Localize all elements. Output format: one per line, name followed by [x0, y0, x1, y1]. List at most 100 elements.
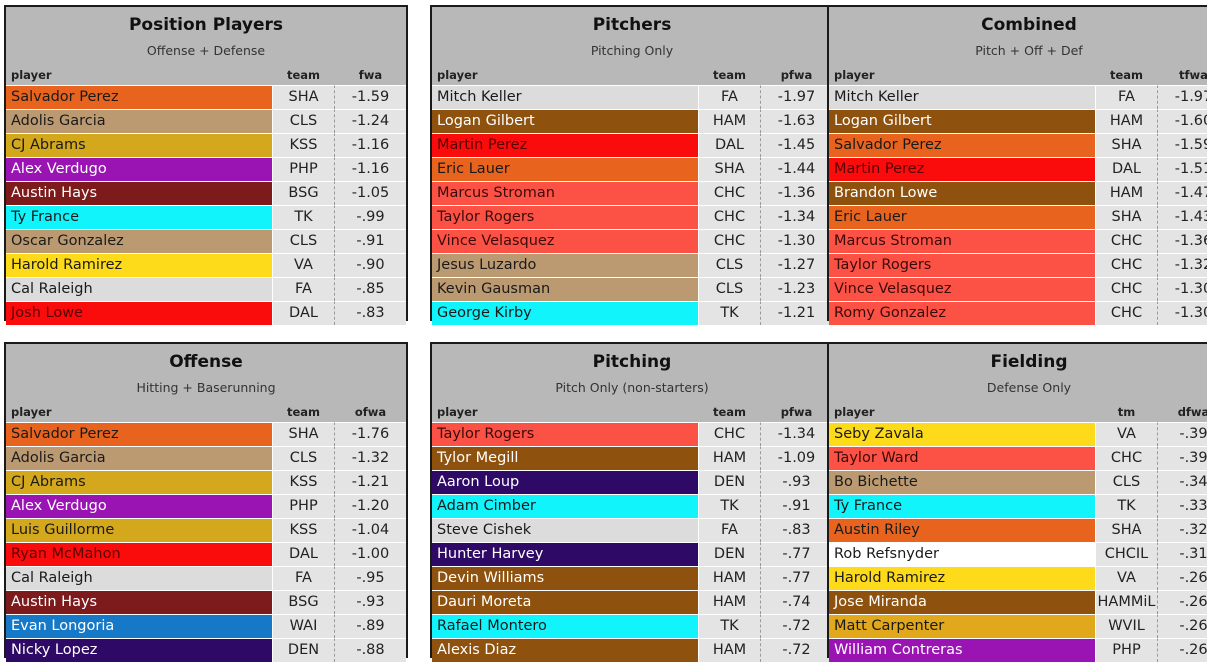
table-row: Cal Raleigh FA -.95 [6, 566, 406, 590]
value-cell: -1.59 [335, 85, 406, 109]
table-row: Jose Miranda HAMMiL -.26 [829, 590, 1207, 614]
value-cell: -.34 [1158, 470, 1207, 494]
panel-title: Pitching [592, 352, 672, 372]
player-name: Logan Gilbert [432, 109, 698, 133]
value-cell: -1.21 [335, 470, 406, 494]
player-name: Jesus Luzardo [432, 253, 698, 277]
player-name: Brandon Lowe [829, 181, 1095, 205]
team-cell: KSS [272, 133, 335, 157]
value-cell: -.93 [335, 590, 406, 614]
player-name: CJ Abrams [6, 133, 272, 157]
player-name: Taylor Rogers [829, 253, 1095, 277]
value-cell: -.88 [335, 638, 406, 662]
column-header-player: player [11, 405, 52, 419]
team-cell: DAL [1095, 157, 1158, 181]
player-name: Marcus Stroman [829, 229, 1095, 253]
value-cell: -.39 [1158, 422, 1207, 446]
player-name: Austin Riley [829, 518, 1095, 542]
player-name: Mitch Keller [829, 85, 1095, 109]
team-cell: FA [1095, 85, 1158, 109]
value-cell: -1.30 [1158, 277, 1207, 301]
column-header-player: player [437, 405, 478, 419]
value-cell: -1.16 [335, 133, 406, 157]
table-row: Tylor Megill HAM -1.09 [432, 446, 832, 470]
value-cell: -1.51 [1158, 157, 1207, 181]
team-cell: FA [698, 85, 761, 109]
table-row: Salvador Perez SHA -1.76 [6, 422, 406, 446]
team-cell: CLS [698, 277, 761, 301]
team-cell: CHC [698, 181, 761, 205]
team-cell: TK [698, 494, 761, 518]
table-row: Austin Hays BSG -.93 [6, 590, 406, 614]
player-name: Jose Miranda [829, 590, 1095, 614]
column-header-player: player [834, 405, 875, 419]
value-cell: -.95 [335, 566, 406, 590]
table-row: Ty France TK -.99 [6, 205, 406, 229]
panel-subtitle: Pitch Only (non-starters) [555, 380, 709, 395]
table-row: Adam Cimber TK -.91 [432, 494, 832, 518]
table-row: Ty France TK -.33 [829, 494, 1207, 518]
table-row: Alex Verdugo PHP -1.16 [6, 157, 406, 181]
player-name: Matt Carpenter [829, 614, 1095, 638]
column-header-row: player team fwa [6, 63, 406, 85]
table-row: CJ Abrams KSS -1.16 [6, 133, 406, 157]
value-cell: -.72 [761, 614, 832, 638]
table-row: Oscar Gonzalez CLS -.91 [6, 229, 406, 253]
column-header-team: tm [1117, 405, 1136, 419]
team-cell: BSG [272, 590, 335, 614]
leaderboard-panel: Pitchers Pitching Only player team pfwa Mitch… [430, 5, 834, 325]
value-cell: -1.36 [761, 181, 832, 205]
player-name: Evan Longoria [6, 614, 272, 638]
team-cell: CHC [1095, 253, 1158, 277]
value-cell: -.99 [335, 205, 406, 229]
team-cell: TK [1095, 494, 1158, 518]
player-name: Nicky Lopez [6, 638, 272, 662]
value-cell: -1.97 [761, 85, 832, 109]
team-cell: KSS [272, 518, 335, 542]
value-cell: -.26 [1158, 566, 1207, 590]
player-name: Kevin Gausman [432, 277, 698, 301]
player-name: Martin Perez [432, 133, 698, 157]
value-cell: -1.76 [335, 422, 406, 446]
team-cell: HAM [698, 446, 761, 470]
player-name: Taylor Rogers [432, 205, 698, 229]
value-cell: -.90 [335, 253, 406, 277]
table-row: Evan Longoria WAI -.89 [6, 614, 406, 638]
team-cell: CHC [1095, 446, 1158, 470]
table-row: Seby Zavala VA -.39 [829, 422, 1207, 446]
team-cell: FA [272, 277, 335, 301]
value-cell: -.72 [761, 638, 832, 662]
table-row: Austin Riley SHA -.32 [829, 518, 1207, 542]
column-header-value: pfwa [780, 68, 813, 82]
column-header-value: pfwa [780, 405, 813, 419]
table-row: Aaron Loup DEN -.93 [432, 470, 832, 494]
team-cell: CHC [1095, 229, 1158, 253]
player-name: Mitch Keller [432, 85, 698, 109]
leaderboard-panel: Offense Hitting + Baserunning player team of… [4, 342, 408, 662]
table-row: Alexis Diaz HAM -.72 [432, 638, 832, 662]
value-cell: -1.34 [761, 422, 832, 446]
table-row: Adolis Garcia CLS -1.32 [6, 446, 406, 470]
table-row: Harold Ramirez VA -.26 [829, 566, 1207, 590]
player-name: Salvador Perez [6, 85, 272, 109]
team-cell: KSS [272, 470, 335, 494]
column-header-player: player [437, 68, 478, 82]
panel-subtitle: Pitching Only [590, 43, 674, 58]
value-cell: -1.20 [335, 494, 406, 518]
table-row: Matt Carpenter WVIL -.26 [829, 614, 1207, 638]
player-name: Hunter Harvey [432, 542, 698, 566]
player-name: Eric Lauer [829, 205, 1095, 229]
table-row: Eric Lauer SHA -1.44 [432, 157, 832, 181]
team-cell: CLS [698, 253, 761, 277]
team-cell: PHP [1095, 638, 1158, 662]
player-name: Adam Cimber [432, 494, 698, 518]
player-name: Josh Lowe [6, 301, 272, 325]
leaderboard-panel: Combined Pitch + Off + Def player team tfwa M… [827, 5, 1207, 325]
table-row: Harold Ramirez VA -.90 [6, 253, 406, 277]
player-name: Oscar Gonzalez [6, 229, 272, 253]
player-name: Alex Verdugo [6, 157, 272, 181]
